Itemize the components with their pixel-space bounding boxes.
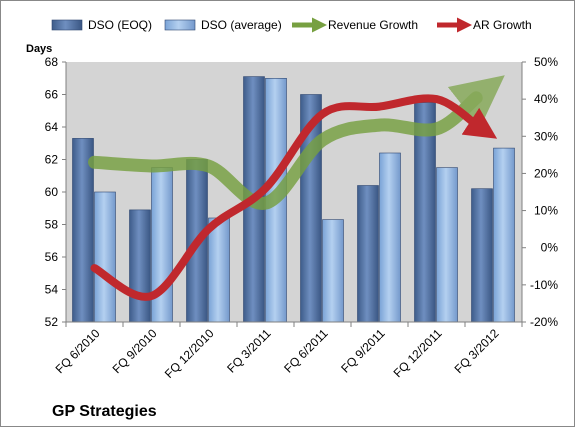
bar-dso-average: [493, 147, 515, 323]
legend-label: DSO (average): [201, 18, 282, 32]
y2-tick-label: -20%: [530, 315, 558, 329]
chart-title: GP Strategies: [52, 403, 157, 420]
y-tick-label: 62: [45, 153, 59, 167]
y2-axis-ticks: -20% -10% 0% 10% 20% 30% 40% 50%: [522, 55, 558, 329]
bar-dso-average: [322, 219, 344, 323]
bar-dso-average: [436, 167, 458, 323]
line-group: [88, 75, 505, 301]
y2-tick-label: 30%: [534, 129, 558, 143]
y-tick-label: 58: [45, 218, 59, 232]
legend-swatch: [164, 19, 196, 31]
bar-dso-average: [94, 191, 116, 323]
line-ar-growth: [90, 94, 498, 301]
bar-dso-eoq: [471, 188, 493, 323]
y2-tick-label: 0%: [541, 241, 559, 255]
y2-tick-label: 40%: [534, 92, 558, 106]
y-tick-label: 60: [45, 185, 59, 199]
legend-label: AR Growth: [473, 18, 532, 32]
legend: DSO (EOQ) DSO (average) Revenue Growth AR G…: [51, 17, 532, 33]
y-tick-label: 52: [45, 315, 59, 329]
y-tick-label: 56: [45, 250, 59, 264]
y2-tick-label: 10%: [534, 204, 558, 218]
y2-tick-label: -10%: [530, 278, 558, 292]
bar-dso-average: [379, 152, 401, 323]
bar-group: [72, 76, 515, 323]
bar-dso-eoq: [129, 209, 151, 323]
y2-tick-label: 50%: [534, 55, 558, 69]
legend-label: Revenue Growth: [328, 18, 418, 32]
line-revenue-growth: [88, 75, 505, 210]
y2-tick-label: 20%: [534, 166, 558, 180]
y-tick-label: 64: [45, 120, 59, 134]
y-axis-ticks: 52 54 56 58 60 62 64 66 68: [45, 55, 66, 329]
y-tick-label: 68: [45, 55, 59, 69]
y-tick-label: 66: [45, 88, 59, 102]
legend-label: DSO (EOQ): [88, 18, 152, 32]
legend-swatch: [51, 19, 83, 31]
y-axis-title: Days: [26, 43, 52, 55]
bar-dso-average: [208, 217, 230, 323]
y-tick-label: 54: [45, 283, 59, 297]
bar-dso-eoq: [357, 185, 379, 323]
